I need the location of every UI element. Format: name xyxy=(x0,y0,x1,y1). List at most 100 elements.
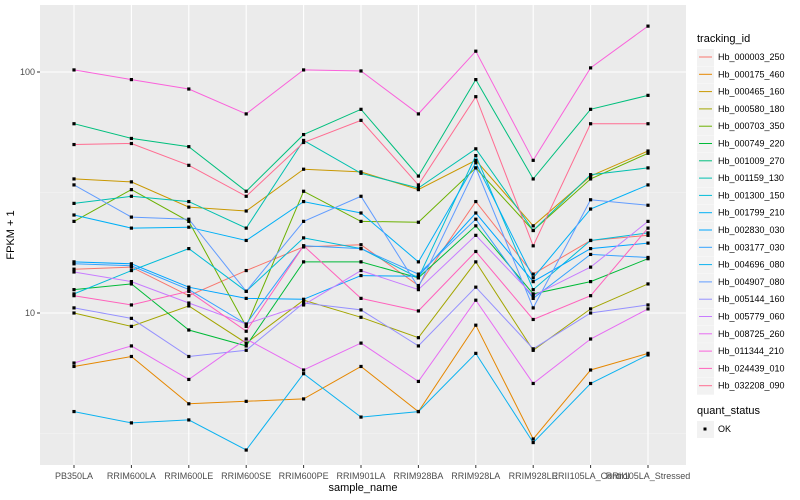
legend-label: Hb_005144_160 xyxy=(718,294,785,304)
data-point xyxy=(359,268,363,273)
data-point xyxy=(187,301,191,305)
data-point xyxy=(302,297,306,301)
legend-label: Hb_000465_160 xyxy=(718,87,785,97)
data-point xyxy=(589,311,593,315)
data-point xyxy=(646,307,650,311)
data-point xyxy=(416,174,420,178)
legend-label: Hb_011344_210 xyxy=(718,346,784,356)
data-point xyxy=(416,379,420,384)
data-point xyxy=(187,199,191,204)
data-point xyxy=(72,267,76,271)
data-point xyxy=(129,215,133,219)
data-point xyxy=(302,219,306,223)
data-point xyxy=(244,112,248,116)
data-point xyxy=(244,322,248,326)
data-point xyxy=(244,344,248,348)
data-point xyxy=(302,301,306,305)
data-point xyxy=(531,381,535,386)
data-point xyxy=(416,272,420,276)
data-point xyxy=(187,205,191,209)
data-point xyxy=(589,177,593,181)
data-point xyxy=(359,194,363,198)
data-point xyxy=(359,296,363,300)
data-point xyxy=(474,224,478,228)
data-point xyxy=(244,189,248,193)
data-point xyxy=(72,260,76,264)
data-point xyxy=(187,219,191,223)
data-point xyxy=(531,437,535,441)
data-point xyxy=(302,260,306,264)
data-point xyxy=(72,262,76,266)
x-tick-label: RRIM600LE xyxy=(164,471,213,481)
data-point xyxy=(187,328,191,332)
data-point xyxy=(72,183,76,187)
data-point xyxy=(244,329,248,333)
data-point xyxy=(129,268,133,273)
legend-label: Hb_032208_090 xyxy=(718,381,785,391)
data-point xyxy=(416,344,420,348)
data-point xyxy=(646,183,650,187)
x-tick-label: RRIM928BA xyxy=(393,471,443,481)
data-point xyxy=(72,311,76,315)
data-point xyxy=(129,194,133,198)
data-point xyxy=(646,282,650,286)
data-point xyxy=(302,236,306,240)
data-point xyxy=(129,77,133,82)
data-point xyxy=(129,188,133,192)
data-point xyxy=(359,171,363,175)
data-point xyxy=(129,141,133,146)
data-point xyxy=(129,282,133,286)
data-point xyxy=(302,368,306,372)
data-point xyxy=(359,273,363,278)
legend: tracking_id Hb_000003_250 Hb_000175_460 Hb… xyxy=(697,33,785,395)
data-point xyxy=(244,238,248,243)
data-point xyxy=(72,270,76,274)
data-point xyxy=(187,288,191,292)
data-point xyxy=(589,294,593,298)
data-point xyxy=(589,238,593,243)
data-point xyxy=(129,324,133,328)
data-point xyxy=(244,341,248,345)
data-point xyxy=(302,397,306,401)
shape-legend-point xyxy=(703,427,707,431)
data-point xyxy=(646,166,650,170)
data-point xyxy=(416,260,420,264)
data-point xyxy=(416,288,420,292)
data-point xyxy=(302,68,306,72)
major-gridlines xyxy=(40,5,686,465)
data-point xyxy=(72,292,76,296)
data-point xyxy=(187,304,191,308)
data-point xyxy=(589,198,593,202)
data-point xyxy=(646,122,650,126)
data-point xyxy=(129,344,133,348)
data-point xyxy=(244,448,248,452)
data-point xyxy=(72,177,76,181)
data-point xyxy=(129,421,133,425)
data-point xyxy=(72,294,76,298)
data-point xyxy=(589,265,593,269)
data-point xyxy=(244,226,248,230)
data-point xyxy=(474,166,478,170)
data-point xyxy=(129,354,133,359)
data-point xyxy=(416,112,420,116)
data-point xyxy=(474,351,478,355)
data-point xyxy=(589,252,593,257)
x-tick-label: RRIM928LE xyxy=(509,471,558,481)
data-point xyxy=(474,147,478,151)
data-point xyxy=(416,336,420,340)
data-point xyxy=(187,354,191,359)
data-point xyxy=(129,303,133,307)
data-point xyxy=(416,283,420,288)
data-point xyxy=(474,153,478,158)
data-point xyxy=(589,173,593,177)
minor-gridlines xyxy=(40,192,686,434)
data-point xyxy=(474,285,478,289)
data-point xyxy=(187,87,191,91)
x-tick-label: RRII105LA_Stressed xyxy=(606,471,691,481)
data-point xyxy=(646,231,650,235)
data-point xyxy=(187,163,191,167)
data-point xyxy=(646,255,650,260)
data-point xyxy=(531,272,535,276)
data-point xyxy=(302,140,306,145)
data-point xyxy=(129,226,133,230)
